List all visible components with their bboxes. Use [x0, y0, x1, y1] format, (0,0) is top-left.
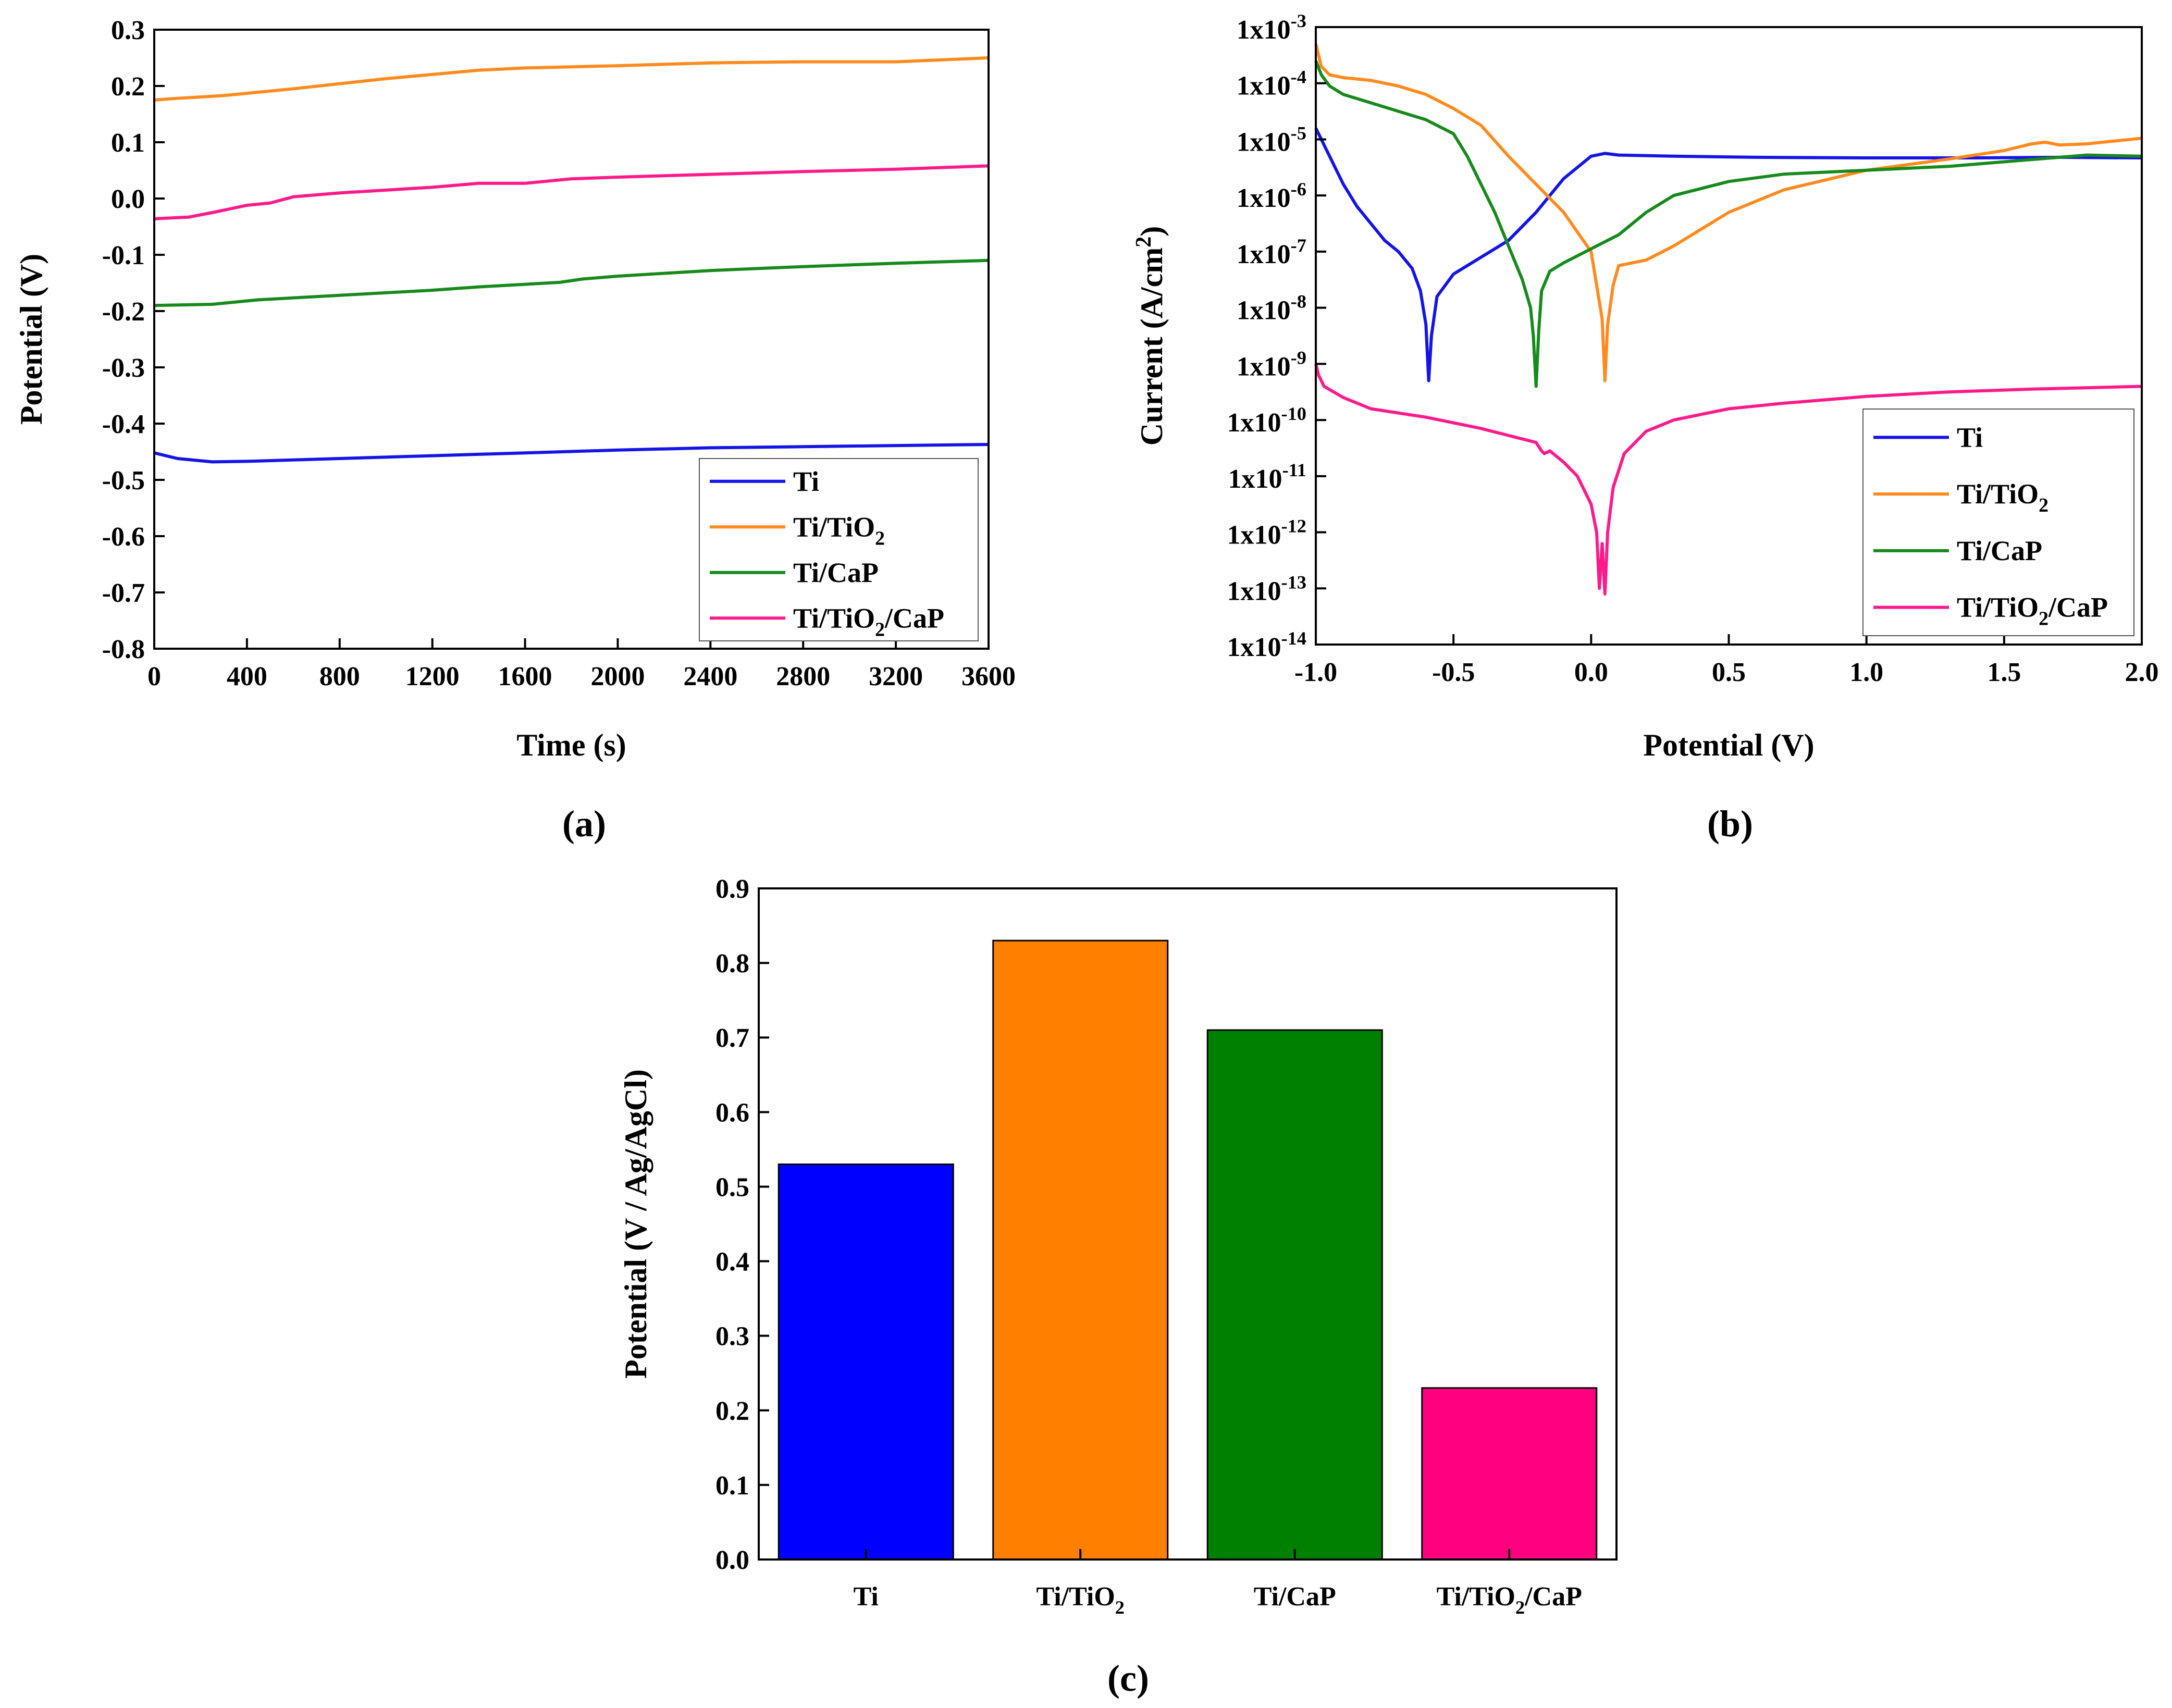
y-tick-label: -0.7	[102, 578, 145, 608]
a-legend: Ti Ti/TiO2 Ti/CaP Ti/TiO2/CaP	[699, 458, 979, 641]
y-tick-label: 0.0	[715, 1545, 749, 1575]
a-legend-label: Ti/CaP	[793, 557, 879, 588]
y-tick-label: -0.6	[102, 522, 145, 552]
series-line-Ti/TiO2/CaP	[1314, 363, 2142, 596]
y-tick-label: 1x10-5	[1237, 122, 1306, 157]
series-line-Ti/CaP	[1314, 60, 2142, 388]
x-tick-label: 1.5	[1987, 658, 2021, 687]
series-line-Ti	[1314, 127, 2142, 382]
panel-label: (c)	[1107, 1657, 1149, 1699]
b-legend-box	[1862, 409, 2134, 636]
y-tick-label: -0.3	[102, 353, 145, 383]
series-line-Ti/TiO2	[154, 56, 989, 102]
b-legend-label: Ti	[1957, 422, 1983, 453]
a-legend-label: Ti/TiO2/CaP	[793, 602, 944, 640]
y-tick-label: -0.4	[102, 410, 145, 439]
x-tick-label: 2.0	[2125, 658, 2159, 687]
y-tick-label: 0.3	[111, 16, 145, 45]
y-tick-label: -0.5	[102, 466, 145, 496]
y-tick-label: 0.8	[715, 949, 749, 979]
y-tick-label: 0.1	[715, 1471, 749, 1501]
y-tick-label: 1x10-3	[1237, 10, 1306, 45]
series-line-Ti/TiO2	[1314, 43, 2142, 382]
x-tick-label: 3200	[869, 662, 923, 691]
y-tick-label: 0.9	[715, 874, 749, 904]
x-tick-label: 3600	[961, 662, 1016, 691]
x-tick-label: Ti/TiO2	[1036, 1582, 1125, 1618]
panel-c: Ti Ti/TiO2 Ti/CaP Ti/TiO2/CaP 0.0 0.1 0.2 0.3 0.…	[619, 874, 1618, 1699]
x-tick-label: -1.0	[1294, 658, 1337, 687]
b-legend-label: Ti/TiO2/CaP	[1957, 592, 2108, 630]
x-axis-label: Time (s)	[516, 728, 626, 762]
y-axis-label: Potential (V)	[14, 254, 48, 425]
panel-label: (b)	[1707, 803, 1753, 845]
x-tick-label: 0.5	[1712, 658, 1746, 687]
y-tick-label: 1x10-14	[1227, 628, 1306, 662]
y-tick-label: 0.4	[715, 1247, 749, 1277]
x-tick-label: 1600	[498, 662, 552, 691]
y-tick-label: 1x10-12	[1227, 516, 1306, 550]
y-tick-label: 1x10-7	[1237, 235, 1306, 269]
plot-frame	[153, 29, 990, 650]
x-tick-label: Ti/CaP	[1254, 1582, 1336, 1612]
x-tick-label: 1.0	[1849, 658, 1883, 687]
x-tick-label: -0.5	[1432, 658, 1475, 687]
y-tick-label: -0.2	[102, 297, 145, 327]
y-tick-label: 0.6	[715, 1098, 749, 1128]
y-tick-label: 0.1	[111, 128, 145, 158]
panel-label: (a)	[562, 803, 606, 845]
b-legend-label: Ti/TiO2	[1957, 478, 2048, 516]
y-tick-label: 1x10-10	[1227, 403, 1306, 438]
y-tick-label: 0.0	[111, 184, 145, 214]
x-tick-label: 800	[319, 662, 360, 691]
x-tick-label: 400	[227, 662, 267, 691]
series-line-Ti/TiO2/CaP	[154, 164, 989, 220]
bar-1	[992, 939, 1169, 1561]
a-legend-label: Ti	[793, 466, 819, 497]
panel-a: 0 400 800 1200 1600 2000 2400 2800 3200 3600 -0.8 -…	[14, 16, 1016, 845]
x-tick-label: Ti	[854, 1582, 879, 1612]
series-line-Ti/CaP	[154, 258, 989, 307]
panel-b: -1.0 -0.5 0.0 0.5 1.0 1.5 2.0 1x10-14 1x10-13 1x1…	[1132, 10, 2159, 845]
y-tick-label: -0.1	[102, 241, 145, 270]
y-tick-label: 1x10-9	[1237, 347, 1306, 381]
plot-frame	[758, 887, 1618, 1561]
y-tick-label: 0.2	[715, 1396, 749, 1426]
x-tick-label: 2000	[590, 662, 645, 691]
y-axis-label: Potential (V / Ag/AgCl)	[619, 1069, 653, 1379]
x-tick-label: 2800	[776, 662, 830, 691]
y-tick-label: 1x10-4	[1237, 67, 1306, 101]
x-tick-label: 1200	[405, 662, 460, 691]
x-tick-label: 0	[147, 662, 161, 691]
y-tick-label: 0.3	[715, 1322, 749, 1352]
x-axis-label: Potential (V)	[1643, 728, 1814, 762]
y-tick-label: -0.8	[102, 635, 145, 664]
y-tick-label: 1x10-11	[1228, 460, 1306, 494]
x-tick-label: 2400	[683, 662, 737, 691]
y-axis-label: Current (A/cm2)	[1132, 226, 1169, 445]
b-legend-label: Ti/CaP	[1957, 535, 2042, 566]
y-tick-label: 1x10-13	[1227, 572, 1306, 606]
bar-0	[778, 1164, 954, 1561]
y-tick-label: 1x10-6	[1237, 179, 1306, 213]
x-tick-label: Ti/TiO2/CaP	[1437, 1582, 1582, 1618]
series-line-Ti	[154, 443, 989, 464]
y-tick-label: 0.5	[715, 1172, 749, 1202]
y-tick-label: 0.7	[715, 1023, 749, 1053]
y-tick-label: 1x10-8	[1237, 291, 1306, 326]
b-legend: Ti Ti/TiO2 Ti/CaP Ti/TiO2/CaP	[1862, 409, 2134, 636]
a-legend-box	[699, 458, 979, 641]
x-tick-label: 0.0	[1574, 658, 1608, 687]
bar-2	[1206, 1029, 1383, 1561]
y-tick-label: 0.2	[111, 72, 145, 102]
a-legend-label: Ti/TiO2	[793, 511, 885, 549]
bar-3	[1421, 1387, 1598, 1561]
